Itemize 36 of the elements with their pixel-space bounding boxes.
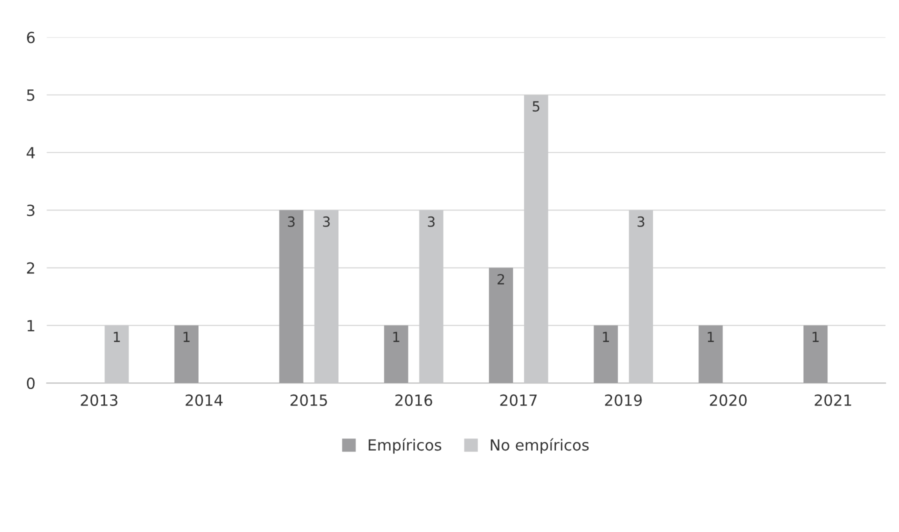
- x-tick-label: 2021: [814, 394, 852, 406]
- data-label: 5: [532, 101, 540, 112]
- bar: [488, 268, 514, 384]
- y-tick-label: 0: [26, 378, 35, 390]
- x-tick-label: 2016: [395, 394, 432, 406]
- data-label: 2: [498, 274, 504, 284]
- data-label: 3: [323, 216, 330, 227]
- bar: [698, 325, 723, 384]
- y-tick-label: 6: [26, 32, 35, 44]
- y-tick-label: 5: [27, 90, 34, 101]
- data-label: 1: [393, 332, 400, 342]
- data-label: 1: [812, 332, 819, 342]
- y-tick-label: 2: [27, 262, 34, 274]
- data-label: 1: [184, 332, 190, 342]
- legend-label: No empíricos: [490, 438, 589, 454]
- x-tick-label: 2020: [710, 394, 747, 406]
- bar: [384, 325, 408, 384]
- bar: [279, 210, 304, 384]
- data-label: 3: [638, 216, 644, 227]
- data-label: 1: [708, 332, 714, 342]
- legend-label: Empíricos: [368, 438, 442, 454]
- y-tick-label: 1: [28, 320, 34, 332]
- x-tick-label: 2015: [290, 394, 327, 406]
- data-label: 3: [288, 216, 295, 227]
- y-tick-label: 4: [26, 147, 35, 158]
- bar: [594, 325, 618, 384]
- bar: [803, 325, 828, 384]
- x-tick-label: 2013: [80, 394, 118, 406]
- y-tick-label: 3: [27, 204, 34, 216]
- bar: [174, 325, 199, 384]
- data-label: 1: [114, 332, 120, 342]
- x-tick-label: 2017: [500, 394, 537, 406]
- x-tick-label: 2014: [186, 394, 223, 406]
- x-tick-label: 2019: [605, 394, 642, 406]
- data-label: 1: [602, 332, 609, 342]
- data-label: 3: [428, 216, 435, 227]
